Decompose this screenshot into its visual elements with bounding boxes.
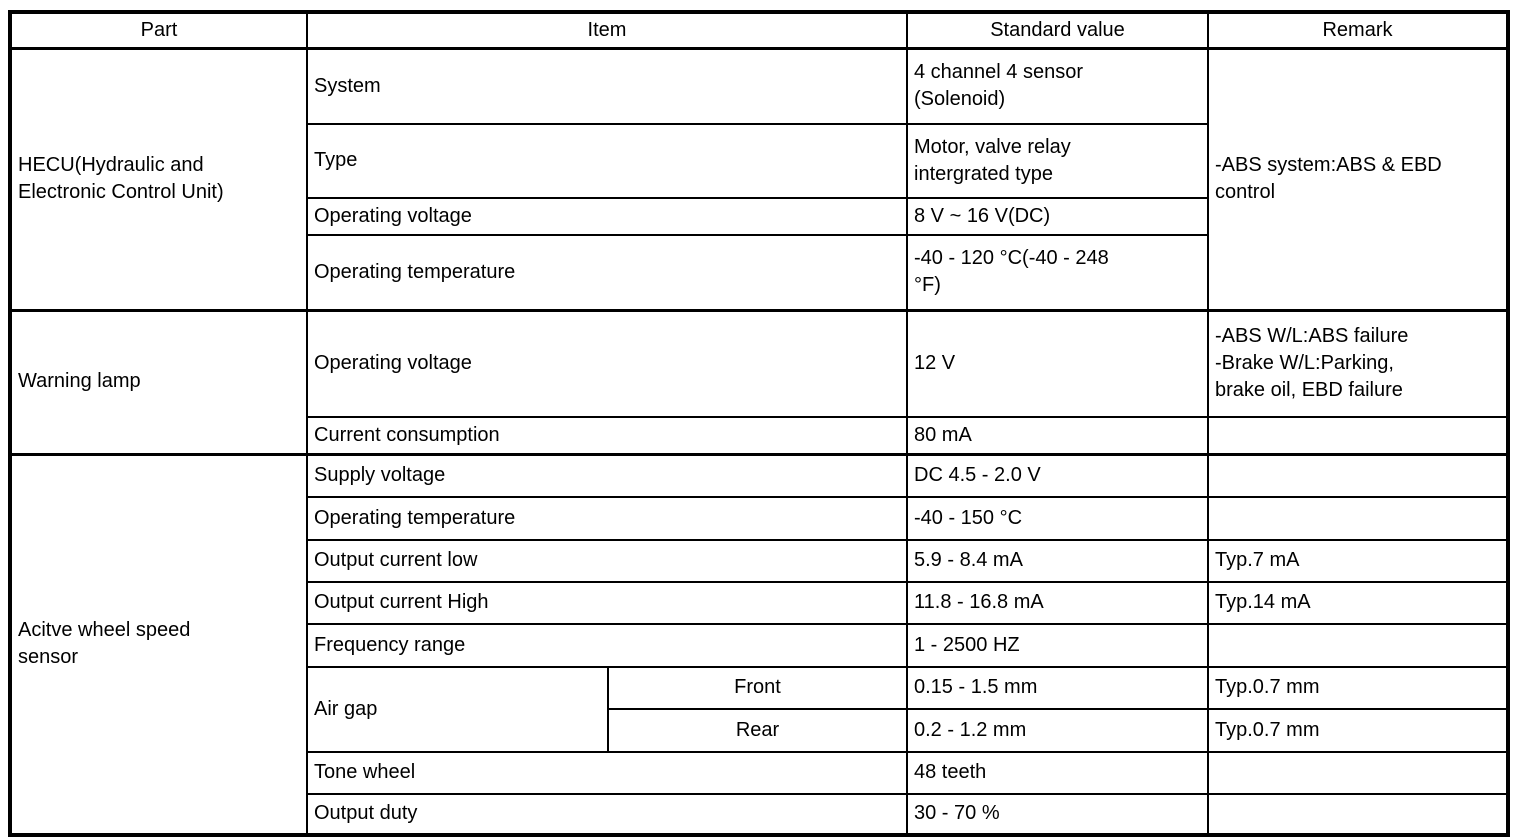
part-cell-hecu: HECU(Hydraulic and Electronic Control Un… xyxy=(9,46,308,311)
row-output-duty: Output duty 30 - 70 % xyxy=(10,793,1509,836)
value-cell-tone-wheel: 48 teeth xyxy=(906,751,1209,795)
row-warning-lamp-operating-voltage: Warning lamp Operating voltage 12 V -ABS… xyxy=(9,308,1509,455)
value-cell-type: Motor, valve relay intergrated type xyxy=(906,123,1209,199)
abs-specification-table: Part Item Standard value Remark HECU(Hyd… xyxy=(8,10,1510,837)
row-sensor-operating-temperature: Operating temperature -40 - 150 °C xyxy=(10,496,1509,541)
item-cell-system: System xyxy=(306,46,908,125)
item-cell-hecu-operating-voltage: Operating voltage xyxy=(306,197,908,236)
value-cell-hecu-operating-temperature: -40 - 120 °C(-40 - 248 °F) xyxy=(906,234,1209,311)
row-hecu-system: HECU(Hydraulic and Electronic Control Un… xyxy=(9,46,1509,311)
value-cell-output-duty: 30 - 70 % xyxy=(906,793,1209,836)
item-cell-tone-wheel: Tone wheel xyxy=(306,751,908,795)
row-frequency-range: Frequency range 1 - 2500 HZ xyxy=(10,623,1509,668)
remark-cell-supply-voltage xyxy=(1207,452,1509,498)
header-part: Part xyxy=(9,11,308,50)
value-cell-current-consumption: 80 mA xyxy=(906,416,1209,455)
subitem-cell-front: Front xyxy=(607,666,908,710)
value-cell-warning-operating-voltage: 12 V xyxy=(906,308,1209,418)
row-hecu-operating-temperature: Operating temperature -40 - 120 °C(-40 -… xyxy=(10,234,1508,311)
row-air-gap-front: Air gap Front 0.15 - 1.5 mm Typ.0.7 mm xyxy=(10,666,1509,753)
item-cell-output-current-low: Output current low xyxy=(306,539,908,583)
row-current-consumption: Current consumption 80 mA xyxy=(10,416,1509,455)
remark-cell-output-current-high: Typ.14 mA xyxy=(1207,581,1509,625)
row-hecu-operating-voltage: Operating voltage 8 V ~ 16 V(DC) xyxy=(10,197,1508,236)
item-cell-output-duty: Output duty xyxy=(306,793,908,836)
remark-cell-output-current-low: Typ.7 mA xyxy=(1207,539,1509,583)
item-cell-current-consumption: Current consumption xyxy=(306,416,908,455)
value-cell-hecu-operating-voltage: 8 V ~ 16 V(DC) xyxy=(906,197,1209,236)
part-cell-wheel-speed-sensor: Acitve wheel speed sensor xyxy=(9,452,308,836)
remark-cell-air-gap-front: Typ.0.7 mm xyxy=(1207,666,1509,710)
row-air-gap-rear: Rear 0.2 - 1.2 mm Typ.0.7 mm xyxy=(10,708,1509,753)
header-row: Part Item Standard value Remark xyxy=(9,11,1509,50)
header-item: Item xyxy=(306,11,908,50)
header-remark: Remark xyxy=(1207,11,1509,50)
item-cell-supply-voltage: Supply voltage xyxy=(306,452,908,498)
value-cell-output-current-high: 11.8 - 16.8 mA xyxy=(906,581,1209,625)
remark-cell-hecu: -ABS system:ABS & EBD control xyxy=(1207,46,1509,311)
value-cell-air-gap-front: 0.15 - 1.5 mm xyxy=(906,666,1209,710)
remark-cell-air-gap-rear: Typ.0.7 mm xyxy=(1207,708,1509,753)
row-tone-wheel: Tone wheel 48 teeth xyxy=(10,751,1509,795)
row-supply-voltage: Acitve wheel speed sensor Supply voltage… xyxy=(9,452,1509,836)
row-hecu-type: Type Motor, valve relay intergrated type xyxy=(10,123,1508,199)
item-cell-hecu-operating-temperature: Operating temperature xyxy=(306,234,908,311)
item-cell-air-gap: Air gap xyxy=(306,666,609,753)
row-output-current-low: Output current low 5.9 - 8.4 mA Typ.7 mA xyxy=(10,539,1509,583)
row-output-current-high: Output current High 11.8 - 16.8 mA Typ.1… xyxy=(10,581,1509,625)
subitem-cell-rear: Rear xyxy=(607,708,908,753)
value-cell-system: 4 channel 4 sensor (Solenoid) xyxy=(906,46,1209,125)
item-cell-output-current-high: Output current High xyxy=(306,581,908,625)
item-cell-warning-operating-voltage: Operating voltage xyxy=(306,308,908,418)
remark-cell-current-consumption xyxy=(1207,416,1509,455)
value-cell-output-current-low: 5.9 - 8.4 mA xyxy=(906,539,1209,583)
item-cell-type: Type xyxy=(306,123,908,199)
value-cell-sensor-operating-temperature: -40 - 150 °C xyxy=(906,496,1209,541)
remark-cell-output-duty xyxy=(1207,793,1509,836)
value-cell-air-gap-rear: 0.2 - 1.2 mm xyxy=(906,708,1209,753)
value-cell-supply-voltage: DC 4.5 - 2.0 V xyxy=(906,452,1209,498)
remark-cell-sensor-operating-temperature xyxy=(1207,496,1509,541)
value-cell-frequency-range: 1 - 2500 HZ xyxy=(906,623,1209,668)
item-cell-frequency-range: Frequency range xyxy=(306,623,908,668)
remark-cell-warning-lamp: -ABS W/L:ABS failure -Brake W/L:Parking,… xyxy=(1207,308,1509,418)
item-cell-sensor-operating-temperature: Operating temperature xyxy=(306,496,908,541)
remark-cell-tone-wheel xyxy=(1207,751,1509,795)
part-cell-warning-lamp: Warning lamp xyxy=(9,308,308,455)
header-standard-value: Standard value xyxy=(906,11,1209,50)
remark-cell-frequency-range xyxy=(1207,623,1509,668)
